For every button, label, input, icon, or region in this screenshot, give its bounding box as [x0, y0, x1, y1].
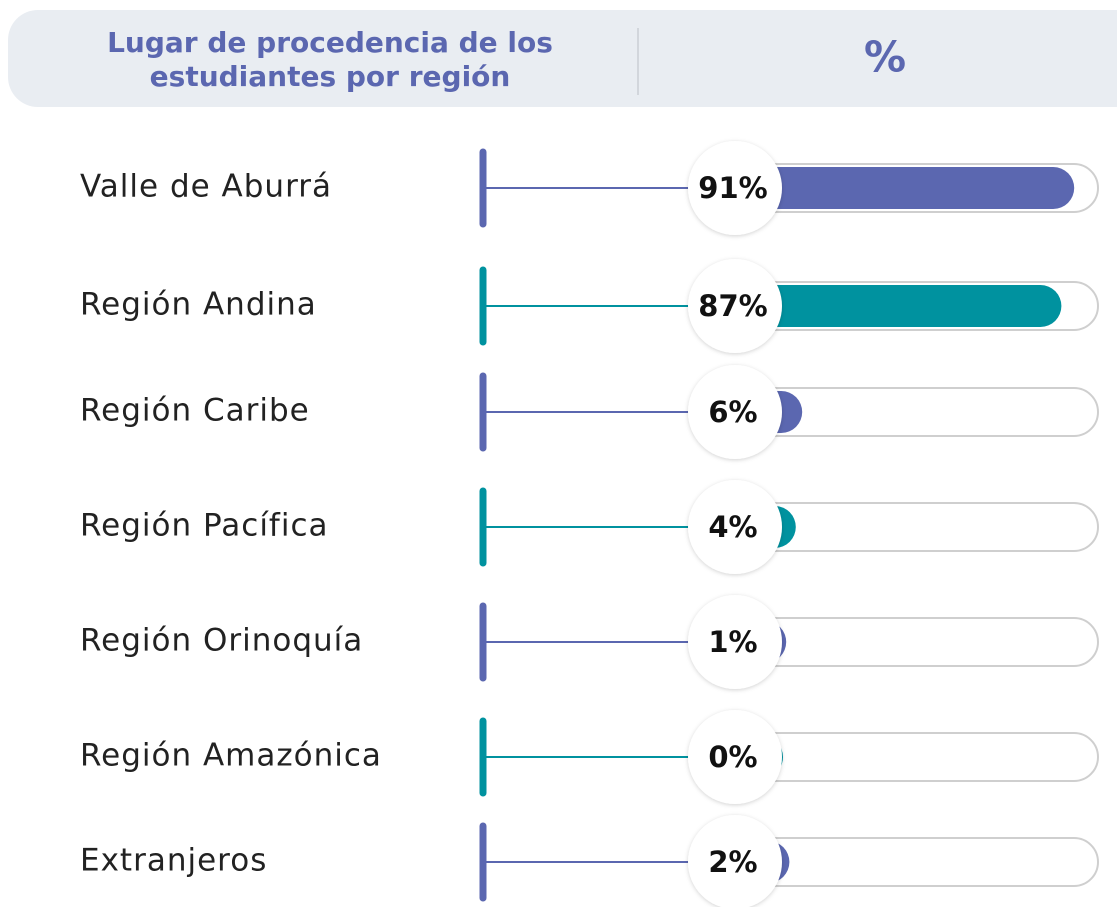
value-label: 87%: [698, 289, 767, 323]
header-background: [8, 10, 1117, 107]
category-label: Región Andina: [80, 287, 317, 323]
value-badge: [688, 710, 782, 804]
value-label: 0%: [708, 740, 757, 774]
category-label: Valle de Aburrá: [80, 169, 332, 205]
value-label: 1%: [708, 625, 757, 659]
value-label: 4%: [708, 510, 757, 544]
value-badge: [688, 815, 782, 907]
value-label: 2%: [708, 845, 757, 879]
category-label: Región Pacífica: [80, 508, 329, 544]
value-label: 91%: [698, 171, 767, 205]
bar-track: [739, 617, 1099, 667]
bar-track: [739, 732, 1099, 782]
value-badge: [688, 480, 782, 574]
category-label: Región Orinoquía: [80, 623, 363, 659]
bar: [720, 167, 1075, 209]
value-badge: [688, 141, 782, 235]
header-title: Lugar de procedencia de los estudiantes p…: [107, 26, 553, 93]
category-label: Extranjeros: [80, 843, 267, 879]
bar-track: [739, 837, 1099, 887]
value-badge: [688, 259, 782, 353]
category-label: Región Amazónica: [80, 738, 382, 774]
value-label: 6%: [708, 395, 757, 429]
header-value: %: [864, 33, 906, 82]
value-badge: [688, 595, 782, 689]
bar: [720, 285, 1062, 327]
value-badge: [688, 365, 782, 459]
category-label: Región Caribe: [80, 393, 310, 429]
